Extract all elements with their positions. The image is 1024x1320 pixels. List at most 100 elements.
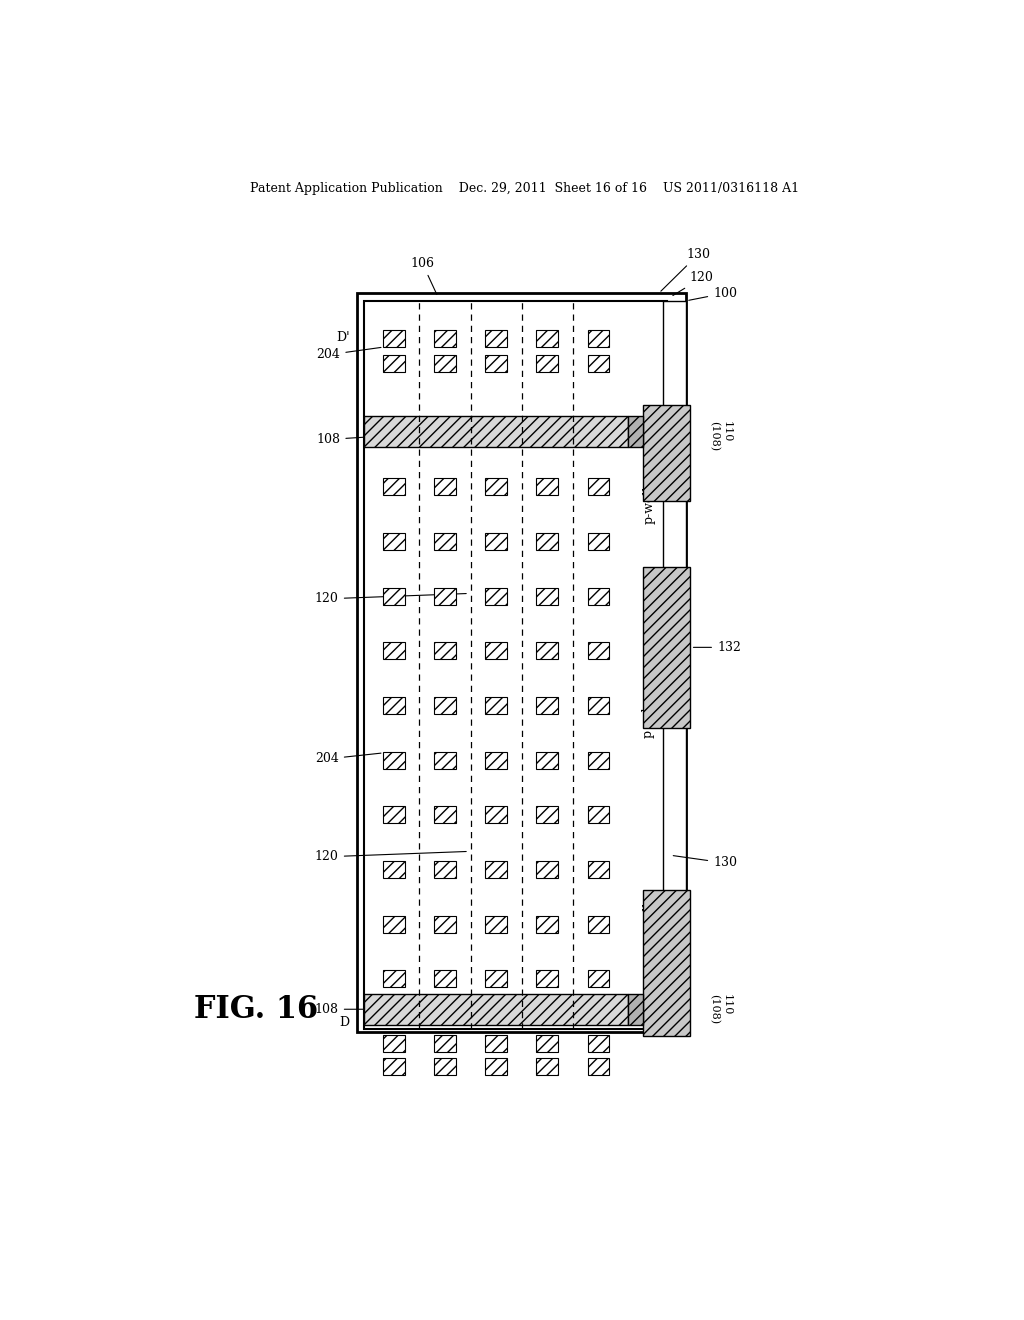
Text: 108: 108	[316, 433, 412, 446]
Bar	[383, 807, 404, 824]
Text: 204: 204	[316, 347, 381, 362]
Bar	[434, 1057, 456, 1074]
Text: 130: 130	[673, 855, 737, 870]
Text: FIG. 16: FIG. 16	[194, 994, 318, 1024]
Bar	[537, 330, 558, 347]
Text: p sub: p sub	[642, 704, 655, 738]
Bar	[365, 416, 628, 447]
Text: 110
(108): 110 (108)	[710, 421, 731, 450]
Bar	[588, 478, 609, 495]
Bar	[537, 643, 558, 659]
Bar	[588, 587, 609, 605]
Bar	[537, 533, 558, 550]
Bar	[365, 301, 667, 1028]
Bar	[383, 643, 404, 659]
Bar	[383, 1035, 404, 1052]
Text: 120: 120	[315, 593, 466, 606]
Bar	[485, 355, 507, 372]
Bar	[434, 587, 456, 605]
Bar	[537, 697, 558, 714]
Bar	[588, 643, 609, 659]
Bar	[383, 478, 404, 495]
Text: p+: p+	[632, 1005, 648, 1014]
Bar	[434, 861, 456, 878]
Bar	[485, 807, 507, 824]
Bar	[588, 330, 609, 347]
Bar	[643, 890, 690, 1036]
Bar	[588, 355, 609, 372]
Text: p-well: p-well	[642, 902, 655, 940]
Text: 120: 120	[673, 271, 714, 296]
Bar	[485, 330, 507, 347]
Bar	[485, 697, 507, 714]
Bar	[588, 970, 609, 987]
Bar	[537, 970, 558, 987]
Bar	[434, 1035, 456, 1052]
Bar	[485, 861, 507, 878]
Bar	[485, 587, 507, 605]
Text: p+: p+	[632, 429, 648, 440]
Bar	[537, 355, 558, 372]
Bar	[434, 478, 456, 495]
Bar	[485, 916, 507, 933]
Bar	[434, 355, 456, 372]
Bar	[485, 751, 507, 768]
Bar	[588, 697, 609, 714]
Text: 132: 132	[693, 640, 741, 653]
Bar	[588, 751, 609, 768]
Text: 204: 204	[315, 752, 381, 766]
Bar	[383, 355, 404, 372]
Bar	[485, 1035, 507, 1052]
Bar	[485, 1057, 507, 1074]
Bar	[663, 301, 686, 1028]
Bar	[537, 587, 558, 605]
Text: 108: 108	[314, 1003, 412, 1016]
Text: D': D'	[336, 330, 349, 343]
Text: 106: 106	[411, 257, 437, 294]
Bar	[434, 916, 456, 933]
Bar	[383, 751, 404, 768]
Bar	[537, 478, 558, 495]
Bar	[643, 405, 690, 502]
Bar	[628, 994, 643, 1024]
Text: 130: 130	[660, 248, 710, 292]
Bar	[434, 970, 456, 987]
Bar	[588, 807, 609, 824]
Text: p-well: p-well	[642, 486, 655, 524]
Bar	[537, 751, 558, 768]
Bar	[383, 330, 404, 347]
Bar	[537, 1035, 558, 1052]
Bar	[588, 1035, 609, 1052]
Bar	[588, 1057, 609, 1074]
Text: 110
(108): 110 (108)	[710, 994, 731, 1024]
Bar	[383, 916, 404, 933]
Bar	[628, 416, 643, 447]
Text: 100: 100	[689, 286, 737, 301]
Bar	[485, 478, 507, 495]
Text: 120: 120	[315, 850, 466, 863]
Bar	[365, 994, 628, 1024]
Bar	[356, 293, 686, 1032]
Bar	[434, 751, 456, 768]
Bar	[434, 643, 456, 659]
Bar	[383, 861, 404, 878]
Bar	[434, 697, 456, 714]
Bar	[383, 970, 404, 987]
Bar	[537, 807, 558, 824]
Bar	[434, 807, 456, 824]
Bar	[485, 533, 507, 550]
Bar	[383, 1057, 404, 1074]
Text: D: D	[340, 1016, 349, 1028]
Bar	[485, 643, 507, 659]
Bar	[434, 330, 456, 347]
Bar	[588, 861, 609, 878]
Bar	[588, 533, 609, 550]
Bar	[383, 587, 404, 605]
Bar	[643, 566, 690, 729]
Bar	[485, 970, 507, 987]
Bar	[588, 916, 609, 933]
Bar	[383, 697, 404, 714]
Bar	[537, 916, 558, 933]
Bar	[537, 861, 558, 878]
Bar	[383, 533, 404, 550]
